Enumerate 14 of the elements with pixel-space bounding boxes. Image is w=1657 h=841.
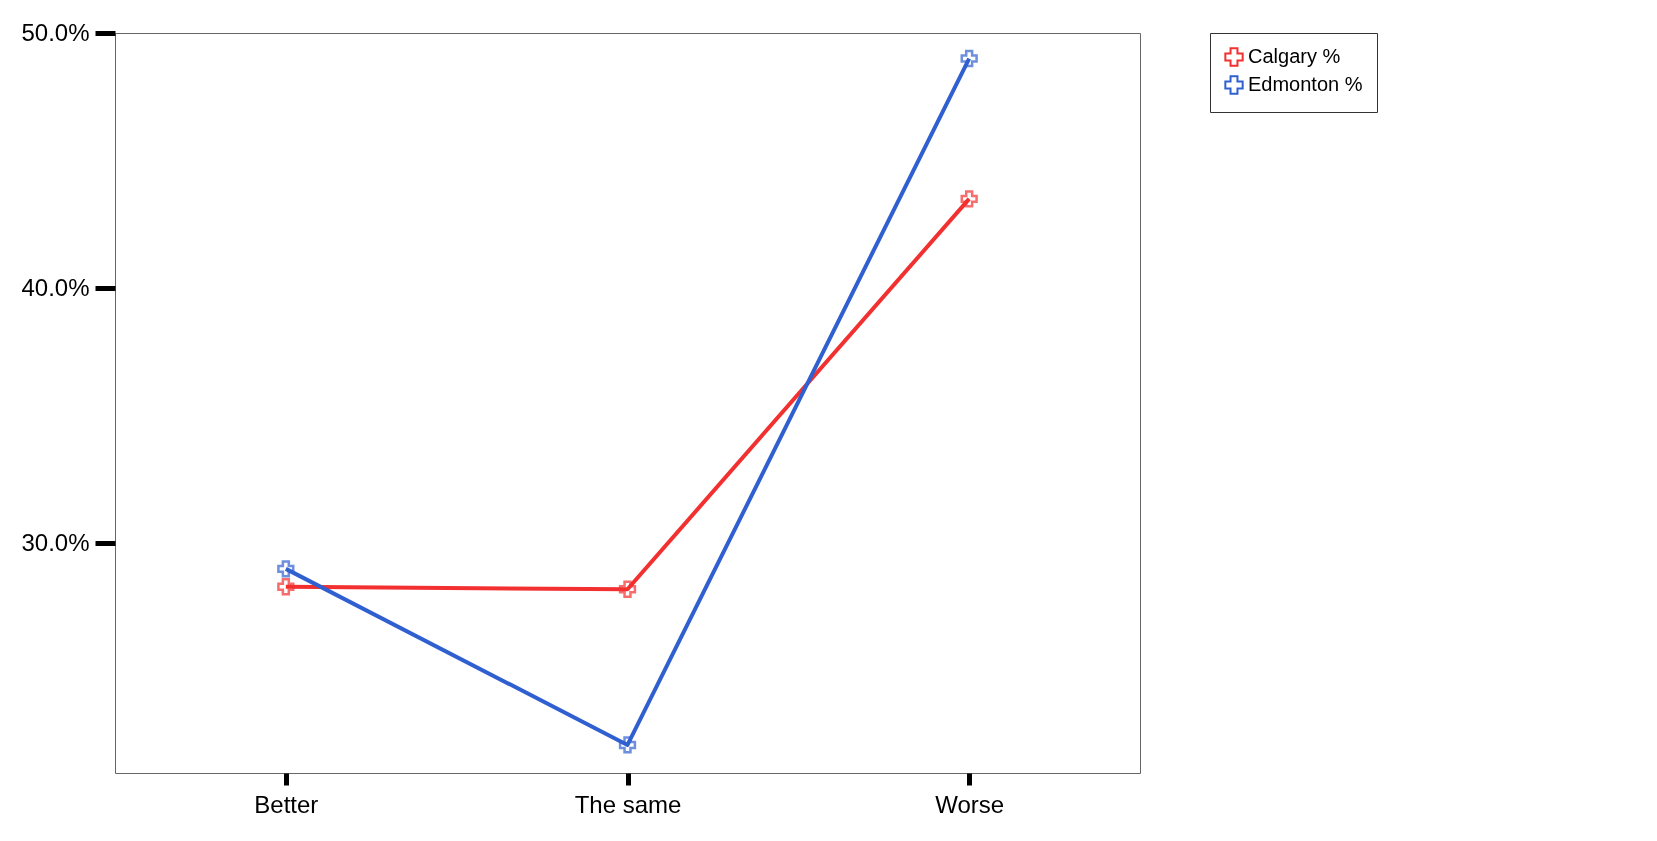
legend-label: Calgary %	[1248, 45, 1341, 67]
x-tick-label: Worse	[935, 790, 1005, 818]
point	[277, 560, 295, 578]
point	[960, 190, 978, 208]
x-tick-label: The same	[574, 790, 682, 818]
y-tick-label: 40.0%	[21, 273, 90, 301]
point	[277, 578, 295, 596]
y-tick-label: 50.0%	[21, 18, 90, 46]
point	[618, 736, 637, 754]
point	[960, 49, 978, 68]
x-tick-label: Better	[254, 790, 319, 818]
point	[618, 580, 637, 598]
y-tick-label: 30.0%	[21, 528, 90, 556]
legend-label: Edmonton %	[1248, 73, 1363, 95]
